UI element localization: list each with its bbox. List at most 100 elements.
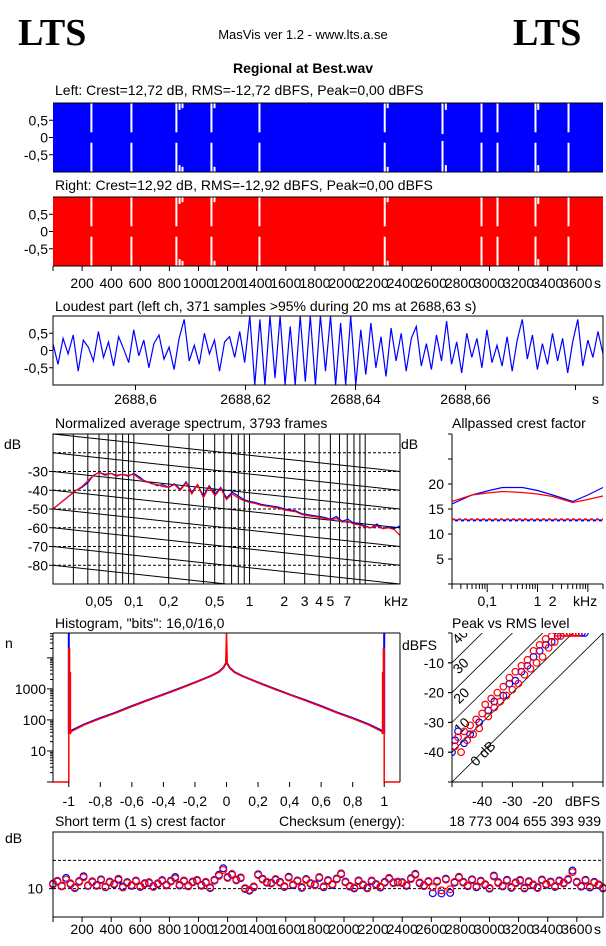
spectrum-ytick-label: -60 [28, 520, 48, 536]
waveform-right-gap-bottom [210, 236, 213, 266]
peak-rms-point-right [463, 736, 472, 745]
spectrum-xtick-label: 1 [246, 593, 254, 609]
short-crest-time-axis-xtick-label: 3400 [532, 921, 563, 937]
short-crest-point-right [223, 873, 232, 882]
peak-rms-point-left [466, 730, 475, 739]
short-crest-point-right [533, 884, 542, 893]
peak-rms-point-right [514, 679, 523, 688]
crest-diagonal-label: 30 [449, 654, 471, 676]
waveform-left-gap-top [175, 103, 178, 133]
waveform-left-gap-bottom [567, 142, 570, 172]
waveform-left-gap-top [444, 103, 447, 110]
peak-rms-point-right [517, 661, 526, 670]
waveform-right-gap-top [567, 197, 570, 227]
peak-rms-point-right [481, 700, 490, 709]
short-crest-point-right [75, 877, 84, 886]
short-crest-time-axis-xtick-label: 1600 [270, 921, 301, 937]
waveform-left-gap-top [534, 103, 537, 133]
peak-rms-point-right [520, 670, 529, 679]
peak-rms-xtick-label: -20 [532, 793, 552, 809]
short-crest-time-axis-xtick-label: 2200 [358, 921, 389, 937]
histogram-xtick-label: -0,6 [120, 793, 144, 809]
histogram-ytick-label: 100 [23, 712, 47, 728]
waveform-right-gap-bottom [386, 260, 389, 266]
waveform-right-ytick-label: 0,5 [29, 206, 49, 222]
waveform-right-gap-bottom [178, 259, 181, 266]
short-crest-point-left [428, 889, 437, 898]
waveform-left-ytick-label: 0 [40, 130, 48, 146]
waveform-right-gap-top [175, 197, 178, 227]
spectrum-slope-line [53, 546, 400, 584]
histogram-xtick-label: 0,2 [248, 793, 268, 809]
checksum-label: Checksum (energy): [279, 813, 405, 829]
spectrum-reference-lines [53, 434, 400, 584]
short-crest-point-right [267, 879, 276, 888]
short-crest-point-right [57, 882, 66, 891]
peak-rms-point-left [547, 638, 556, 646]
peak-rms-point-right [511, 667, 520, 676]
short-crest-point-right [197, 881, 206, 890]
short-crest-point-right [437, 886, 446, 895]
short-crest-point-right [411, 870, 420, 879]
short-crest-point-right [140, 880, 149, 889]
histogram-ylabel: n [5, 635, 13, 651]
crest-line-right [451, 490, 604, 504]
spectrum-grid [53, 434, 400, 584]
peak-rms-point-right [487, 694, 496, 703]
loudest-waveform-line [52, 315, 604, 386]
short-crest-point-right [293, 877, 302, 886]
histogram-xtick-label: 0,8 [343, 793, 363, 809]
short-crest-point-right [494, 878, 503, 887]
waveform-right-gap-bottom [258, 236, 261, 266]
waveform-left-gap-bottom [258, 142, 261, 172]
crest-xtick-label: 2 [549, 593, 557, 609]
waveform-left-gap-top [480, 103, 483, 133]
app-title: MasVis ver 1.2 - www.lts.a.se [218, 27, 388, 42]
short-crest-point-right [227, 869, 236, 878]
waveform-right-gap-top [258, 197, 261, 227]
waveform-left-gap-top [441, 103, 444, 135]
short-crest-time-axis-xtick-label: 200 [70, 921, 94, 937]
short-crest-ytick-label: 10 [27, 881, 43, 897]
peak-rms-point-right [466, 721, 475, 730]
short-crest-point-right [306, 878, 315, 887]
waveform-right-gap-top [386, 197, 389, 203]
short-crest-point-right [97, 876, 106, 885]
short-crest-point-right [502, 876, 511, 885]
histogram-xtick-label: 0,4 [280, 793, 300, 809]
waveform-right-gap-top [534, 197, 537, 227]
crest-diagonal-line [452, 633, 574, 753]
peak-rms-title: Peak vs RMS level [452, 615, 569, 631]
spectrum-ytick-label: -80 [28, 557, 48, 573]
loudest-part-title: Loudest part (left ch, 371 samples >95% … [55, 298, 476, 314]
peak-rms-point-right [541, 635, 550, 643]
loudest-xtick-label: 2688,64 [330, 391, 381, 407]
short-crest-time-axis-xtick-label: 400 [100, 921, 124, 937]
spectrum-ytick-label: -40 [28, 482, 48, 498]
spectrum-xtick-label: 0,2 [159, 593, 179, 609]
waveform-left-gap-top [383, 103, 386, 133]
peak-rms-point-right [499, 682, 508, 691]
short-crest-point-right [179, 876, 188, 885]
short-crest-point-right [175, 880, 184, 889]
short-crest-time-axis-xtick-label: 800 [158, 921, 182, 937]
waveform-time-axis-xtick-label: 3400 [532, 275, 563, 291]
peak-rms-point-right [475, 724, 484, 733]
waveform-left-gap-top [386, 103, 389, 109]
waveform-right-gap-top [130, 197, 133, 227]
waveform-right-gap-bottom [496, 236, 499, 266]
short-crest-ylabel: dB [5, 830, 22, 846]
peak-rms-point-left [505, 679, 514, 688]
spectrum-xtick-label: 0,1 [124, 593, 144, 609]
waveform-right-gap-bottom [175, 236, 178, 266]
waveform-right-gap-top [210, 197, 213, 227]
short-crest-time-axis-xtick-label: 1400 [241, 921, 272, 937]
peak-rms-point-right [550, 638, 559, 646]
short-crest-time-axis-xtick-label: 1200 [212, 921, 243, 937]
loudest-ytick-label: 0,5 [29, 325, 49, 341]
waveform-left-gap-top [258, 103, 261, 133]
short-crest-point-right [463, 881, 472, 890]
waveform-time-axis-xtick-label: 3200 [503, 275, 534, 291]
peak-rms-point-right [452, 742, 459, 751]
